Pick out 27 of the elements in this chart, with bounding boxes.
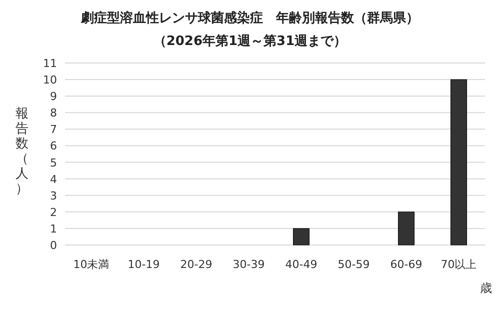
x-tick-label: 40-49 (285, 258, 318, 271)
chart-title: 劇症型溶血性レンサ球菌感染症 年齢別報告数（群馬県） (80, 10, 419, 26)
y-tick-label: 9 (50, 90, 57, 104)
y-tick-label: 7 (50, 123, 57, 136)
x-tick-label: 30-39 (232, 258, 265, 271)
y-tick-label: 11 (43, 57, 57, 70)
y-tick-label: 3 (50, 189, 57, 202)
x-tick-label: 50-59 (338, 258, 370, 271)
x-tick-label: 70以上 (440, 258, 477, 271)
chart-subtitle: （2026年第1週～第31週まで） (153, 34, 347, 49)
y-tick-label: 8 (50, 106, 57, 120)
bar (398, 212, 414, 246)
y-tick-label: 0 (50, 239, 57, 252)
x-tick-label: 10未満 (73, 258, 110, 271)
x-tick-label: 60-69 (390, 258, 422, 271)
y-tick-label: 2 (50, 206, 57, 219)
y-tick-label: 10 (43, 74, 57, 87)
y-tick-label: 5 (50, 156, 57, 170)
bar (293, 228, 310, 246)
y-tick-label: 6 (50, 140, 57, 153)
x-tick-label: 10-19 (128, 258, 160, 271)
y-tick-label: 4 (50, 172, 57, 186)
bar (450, 79, 467, 246)
y-axis-title: 報告数（人） (16, 106, 28, 196)
x-axis-title: 歳 (480, 281, 492, 295)
y-tick-label: 1 (50, 222, 57, 236)
x-tick-label: 20-29 (180, 258, 212, 271)
